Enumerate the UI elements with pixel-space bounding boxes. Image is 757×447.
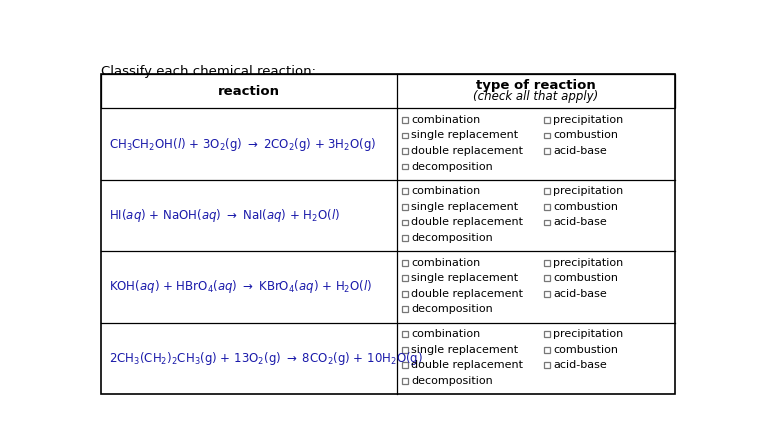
Text: single replacement: single replacement (411, 202, 518, 212)
Bar (402, 291, 408, 297)
Text: decomposition: decomposition (411, 304, 493, 314)
Text: precipitation: precipitation (553, 329, 623, 339)
Text: combination: combination (411, 258, 480, 268)
Text: precipitation: precipitation (553, 186, 623, 196)
Bar (402, 260, 408, 266)
Text: double replacement: double replacement (411, 217, 523, 228)
Text: precipitation: precipitation (553, 258, 623, 268)
Text: reaction: reaction (218, 85, 279, 98)
Text: acid-base: acid-base (553, 217, 607, 228)
Text: decomposition: decomposition (411, 161, 493, 172)
Text: combination: combination (411, 186, 480, 196)
Bar (544, 260, 550, 266)
Text: combination: combination (411, 329, 480, 339)
Bar (544, 148, 550, 154)
Bar (544, 189, 550, 194)
Text: double replacement: double replacement (411, 146, 523, 156)
Text: combustion: combustion (553, 273, 618, 283)
Bar (544, 219, 550, 225)
Bar (402, 378, 408, 384)
Bar (544, 117, 550, 123)
Bar (402, 347, 408, 353)
Text: double replacement: double replacement (411, 360, 523, 370)
Text: single replacement: single replacement (411, 131, 518, 140)
Bar (544, 204, 550, 210)
Bar (544, 275, 550, 281)
Bar (544, 291, 550, 297)
Text: single replacement: single replacement (411, 345, 518, 355)
Bar (402, 307, 408, 312)
Bar (402, 117, 408, 123)
Text: type of reaction: type of reaction (476, 80, 596, 93)
Bar (402, 331, 408, 337)
Text: acid-base: acid-base (553, 289, 607, 299)
Bar (402, 235, 408, 241)
Text: acid-base: acid-base (553, 146, 607, 156)
Text: 2CH$_3$(CH$_2$)$_2$CH$_3$(g) + 13O$_2$(g) $\rightarrow$ 8CO$_2$(g) + 10H$_2$O(g): 2CH$_3$(CH$_2$)$_2$CH$_3$(g) + 13O$_2$(g… (108, 350, 422, 367)
Bar (402, 363, 408, 368)
Bar (544, 133, 550, 139)
Text: single replacement: single replacement (411, 273, 518, 283)
Text: precipitation: precipitation (553, 115, 623, 125)
Bar (402, 275, 408, 281)
Text: (check all that apply): (check all that apply) (473, 90, 599, 103)
Text: Classify each chemical reaction:: Classify each chemical reaction: (101, 65, 316, 78)
Bar (402, 219, 408, 225)
Bar (402, 204, 408, 210)
Text: acid-base: acid-base (553, 360, 607, 370)
Text: decomposition: decomposition (411, 376, 493, 386)
Text: combination: combination (411, 115, 480, 125)
Bar (402, 148, 408, 154)
Text: combustion: combustion (553, 345, 618, 355)
Text: decomposition: decomposition (411, 233, 493, 243)
Text: combustion: combustion (553, 131, 618, 140)
Text: HI($\it{aq}$) + NaOH($\it{aq}$) $\rightarrow$ NaI($\it{aq}$) + H$_2$O($\it{l}$): HI($\it{aq}$) + NaOH($\it{aq}$) $\righta… (108, 207, 340, 224)
Bar (544, 363, 550, 368)
Bar (402, 133, 408, 139)
Bar (544, 347, 550, 353)
Text: combustion: combustion (553, 202, 618, 212)
Bar (402, 189, 408, 194)
Text: double replacement: double replacement (411, 289, 523, 299)
Bar (544, 331, 550, 337)
Bar (101, 75, 675, 108)
Bar (402, 164, 408, 169)
Text: KOH($\it{aq}$) + HBrO$_4$($\it{aq}$) $\rightarrow$ KBrO$_4$($\it{aq}$) + H$_2$O(: KOH($\it{aq}$) + HBrO$_4$($\it{aq}$) $\r… (108, 278, 372, 295)
Text: CH$_3$CH$_2$OH($\it{l}$) + 3O$_2$(g) $\rightarrow$ 2CO$_2$(g) + 3H$_2$O(g): CH$_3$CH$_2$OH($\it{l}$) + 3O$_2$(g) $\r… (108, 135, 376, 152)
